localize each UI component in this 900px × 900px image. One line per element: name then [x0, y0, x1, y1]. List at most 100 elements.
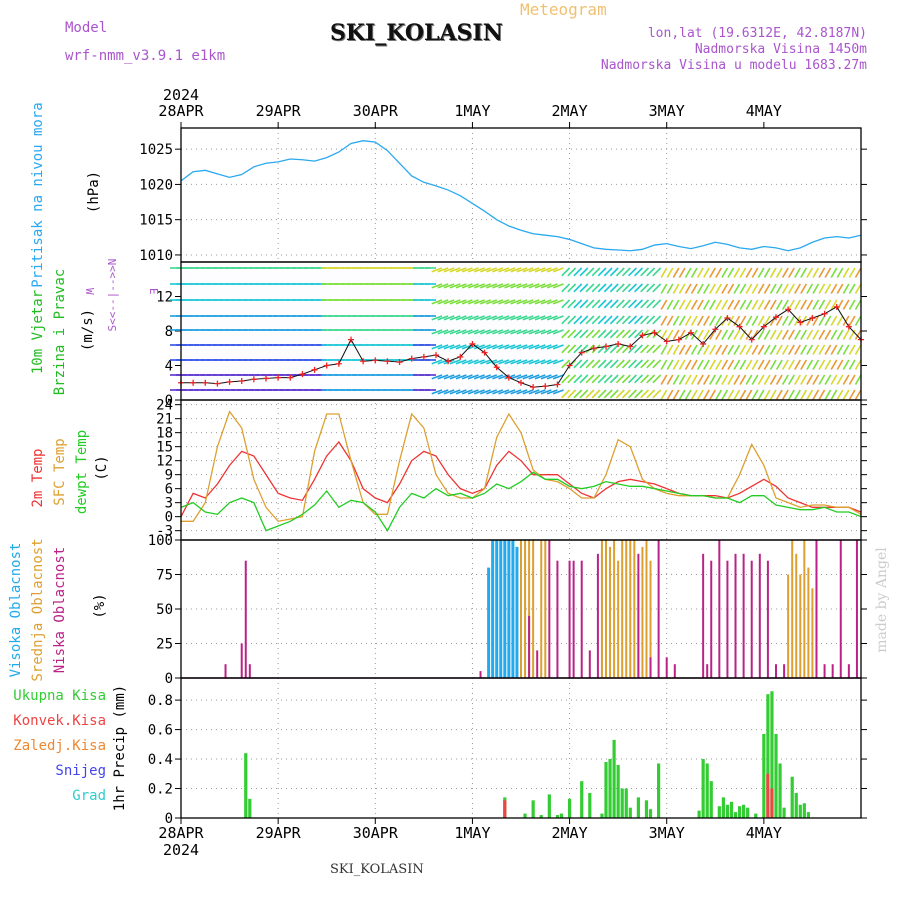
- wind-barb: [830, 329, 838, 340]
- wind-barb: [486, 299, 497, 305]
- wind-barb: [585, 299, 595, 309]
- wind-barb: [812, 374, 820, 385]
- wind-barb: [769, 344, 777, 355]
- wind-speed-marker: [311, 366, 318, 373]
- wind-barb: [854, 374, 862, 385]
- wind-barb: [443, 329, 455, 335]
- wind-barb: [690, 344, 698, 355]
- wind-speed-marker: [481, 349, 488, 356]
- wind-barb: [660, 344, 668, 355]
- wind-barb: [561, 389, 571, 399]
- wind-barb: [745, 267, 753, 278]
- wind-barb: [806, 299, 814, 310]
- wind-barb: [579, 329, 589, 339]
- pressure-ytick-label: 1015: [139, 213, 173, 229]
- wind-barb: [751, 344, 759, 355]
- wind-barb: [486, 267, 497, 273]
- wind-barb: [690, 299, 698, 310]
- precip-total-bar: [733, 812, 738, 818]
- wind-barb: [480, 283, 491, 289]
- wind-barb: [690, 329, 698, 340]
- wind-barb: [461, 329, 473, 335]
- wind-barb: [690, 359, 698, 370]
- top-xtick-label: 4MAY: [746, 102, 782, 120]
- wind-barb: [727, 374, 735, 385]
- wind-barb: [709, 299, 716, 310]
- wind-barb: [467, 315, 479, 321]
- wind-barb: [609, 359, 619, 369]
- wind-barb: [757, 299, 765, 310]
- precip-legend-1: Konvek.Kisa: [13, 713, 106, 729]
- wind-barb: [579, 267, 589, 277]
- wind-barb: [603, 267, 613, 277]
- wind-barb: [510, 315, 522, 321]
- wind-barb: [824, 283, 832, 294]
- wind-barb: [528, 374, 540, 380]
- wind-barb: [848, 315, 856, 326]
- cloud-mid-bar: [803, 540, 806, 678]
- precip-total-bar: [648, 809, 653, 818]
- wind-barb: [666, 267, 674, 278]
- cloud-low-bar: [702, 553, 705, 678]
- wind-barb: [486, 344, 497, 350]
- wind-barb: [628, 374, 637, 384]
- wind-barb: [486, 315, 497, 321]
- wind-barb: [552, 359, 564, 365]
- wind-barb: [443, 315, 455, 321]
- wind-barb: [660, 374, 668, 385]
- temperature-ytick-label: -3: [156, 524, 173, 540]
- precip-conv-bar: [766, 773, 770, 818]
- wind-barb: [836, 344, 844, 355]
- wind-barb: [534, 389, 546, 395]
- wind-barb: [646, 283, 656, 293]
- wind-speed-marker: [773, 314, 779, 321]
- temperature-ytick-label: 18: [156, 426, 173, 442]
- wind-barb: [449, 329, 461, 335]
- wind-barb: [652, 389, 662, 399]
- wind-barb: [449, 389, 461, 395]
- wind-barb: [528, 283, 540, 289]
- cloud-low-bar: [244, 560, 247, 678]
- wind-barb: [715, 315, 723, 326]
- precip-total-bar: [705, 763, 709, 818]
- wind-barb: [455, 315, 467, 321]
- wind-barb: [467, 374, 479, 380]
- wind-barb: [703, 374, 710, 385]
- wind-barb: [751, 374, 759, 385]
- wind-barb: [603, 315, 613, 325]
- wind-barb: [540, 299, 552, 305]
- wind-barb: [646, 359, 656, 369]
- wind-barb: [473, 283, 485, 289]
- wind-barb: [769, 267, 777, 278]
- wind-speed-marker: [603, 343, 609, 350]
- wind-barb: [609, 283, 619, 293]
- wind-speed-marker: [348, 336, 354, 343]
- wind-barb: [824, 389, 832, 400]
- wind-barb: [546, 344, 558, 350]
- wind-barb: [455, 329, 467, 335]
- meteogram-label: Meteogram: [520, 0, 607, 19]
- wind-barb: [634, 344, 643, 354]
- precip-total-bar: [778, 763, 782, 818]
- wind-barb: [763, 389, 771, 400]
- wind-barb: [696, 374, 704, 385]
- wind-speed-marker: [360, 358, 367, 365]
- wind-barb: [690, 315, 698, 326]
- wind-barb: [775, 359, 783, 370]
- wind-barb: [615, 344, 625, 354]
- wind-barb: [775, 329, 783, 340]
- wind-barb: [467, 389, 479, 395]
- wind-barb: [646, 315, 656, 325]
- wind-barb: [492, 267, 504, 273]
- bottom-xtick-label: 29APR: [256, 824, 302, 842]
- wind-barb: [591, 283, 601, 293]
- precip-total-bar: [567, 798, 572, 818]
- wind-barb: [751, 299, 759, 310]
- wind-barb: [733, 359, 741, 370]
- wind-barb: [781, 299, 789, 310]
- wind-barb: [579, 315, 589, 325]
- wind-barb: [640, 267, 650, 277]
- wind-barb: [443, 389, 455, 395]
- wind-barb: [830, 315, 838, 326]
- wind-barb: [672, 359, 680, 370]
